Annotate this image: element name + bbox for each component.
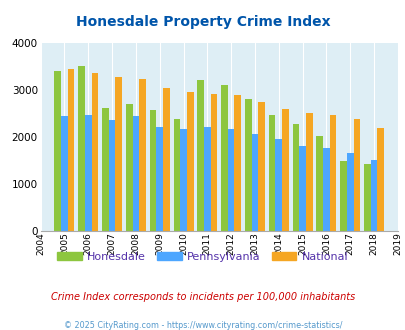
Bar: [156, 127, 163, 231]
Bar: [377, 128, 383, 231]
Bar: [258, 102, 264, 231]
Text: Crime Index corresponds to incidents per 100,000 inhabitants: Crime Index corresponds to incidents per…: [51, 292, 354, 302]
Bar: [298, 146, 305, 231]
Bar: [68, 69, 74, 231]
Bar: [346, 153, 353, 231]
Bar: [180, 129, 186, 231]
Bar: [353, 119, 359, 231]
Text: Honesdale Property Crime Index: Honesdale Property Crime Index: [75, 15, 330, 29]
Bar: [315, 136, 322, 231]
Bar: [78, 66, 85, 231]
Bar: [363, 164, 370, 231]
Bar: [102, 108, 109, 231]
Bar: [109, 119, 115, 231]
Bar: [61, 116, 68, 231]
Legend: Honesdale, Pennsylvania, National: Honesdale, Pennsylvania, National: [53, 248, 352, 267]
Bar: [210, 94, 217, 231]
Bar: [85, 115, 92, 231]
Bar: [275, 139, 281, 231]
Bar: [234, 95, 241, 231]
Bar: [126, 104, 132, 231]
Bar: [139, 79, 145, 231]
Bar: [173, 118, 180, 231]
Bar: [227, 129, 234, 231]
Bar: [115, 77, 122, 231]
Bar: [92, 73, 98, 231]
Bar: [305, 114, 312, 231]
Bar: [221, 85, 227, 231]
Bar: [292, 124, 298, 231]
Bar: [163, 87, 169, 231]
Bar: [268, 115, 275, 231]
Bar: [322, 148, 329, 231]
Bar: [281, 109, 288, 231]
Bar: [54, 71, 61, 231]
Bar: [203, 127, 210, 231]
Text: © 2025 CityRating.com - https://www.cityrating.com/crime-statistics/: © 2025 CityRating.com - https://www.city…: [64, 321, 341, 330]
Bar: [329, 115, 336, 231]
Bar: [197, 80, 203, 231]
Bar: [244, 99, 251, 231]
Bar: [149, 110, 156, 231]
Bar: [339, 161, 346, 231]
Bar: [132, 116, 139, 231]
Bar: [251, 134, 258, 231]
Bar: [370, 160, 377, 231]
Bar: [186, 92, 193, 231]
